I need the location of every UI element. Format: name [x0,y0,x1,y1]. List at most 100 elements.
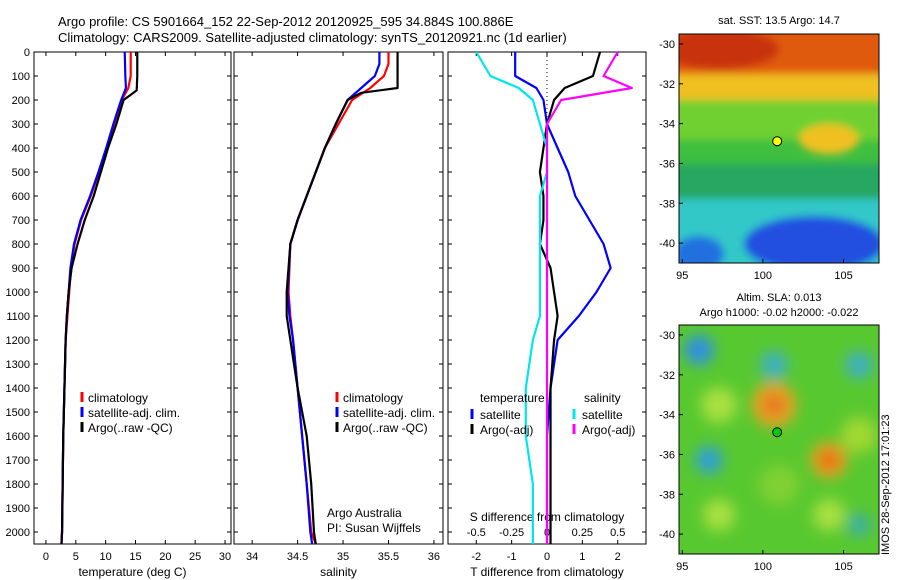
y-tick-label: 200 [12,95,30,107]
y-tick-label: 700 [12,215,30,227]
y-tick-label: -38 [659,489,675,501]
x-axis-label: salinity [320,565,357,579]
sla-blob [703,499,735,531]
series-line-2 [60,52,139,545]
x-tick-label: 30 [219,551,231,563]
x-tick-label: 1 [579,551,585,563]
y-tick-label: -40 [659,529,675,541]
x-tick-label: 25 [189,551,201,563]
y-tick-label: 1300 [6,359,30,371]
legend-label: climatology [343,391,403,405]
sla-blob [847,513,871,537]
legend-label: satellite [582,408,623,422]
x-tick-label: -2 [471,551,481,563]
series-line-2 [285,52,399,545]
legend-label: Argo(-adj) [582,423,635,437]
argo-position-marker [772,427,783,438]
sla-map: 95 100 105 -30 -32 -34 -36 -38 -40 Altim. SLA: 0.… [659,292,880,573]
sla-blob [845,351,873,379]
legend-temperature-heading: temperature [480,391,545,405]
x-tick-label: 10 [100,551,112,563]
y-tick-label: 800 [12,239,30,251]
plot-frame [33,51,232,545]
series-line-2 [475,51,549,544]
y-tick-label: 1700 [6,455,30,467]
salinity-diff-tick-label: -0.25 [499,527,524,539]
map-image [679,34,879,263]
legend-label: Argo(-adj) [480,423,533,437]
x-axis-label: temperature (deg C) [78,565,186,579]
x-tick-label: 100 [754,561,772,573]
y-tick-label: 0 [24,47,30,59]
legend-label: Argo(..raw -QC) [88,421,173,435]
sla-blob [759,465,799,505]
annotation-line-2: PI: Susan Wijffels [327,521,421,535]
y-tick-label: 1600 [6,431,30,443]
y-tick-label: 500 [12,167,30,179]
y-tick-label: 1500 [6,407,30,419]
y-tick-label: 2000 [6,527,30,539]
y-tick-label: 1000 [6,287,30,299]
sla-blob [820,451,838,469]
y-tick-label: 300 [12,119,30,131]
y-tick-label: -40 [659,238,675,250]
difference-panel: -2 -1 0 1 2 T difference from climatology -0.5… [447,51,647,579]
sla-field [684,335,877,537]
series-line-3 [545,51,633,544]
sla-blob [764,395,784,415]
y-tick-label: -32 [659,370,675,382]
x-tick-label: 35.5 [378,551,399,563]
salinity-diff-tick-label: -0.5 [467,527,486,539]
sst-cold-blob [744,216,879,263]
temperature-panel: 0100200300400500600700800900100011001200… [6,47,232,579]
y-tick-label: 400 [12,143,30,155]
map-frame [678,33,880,264]
x-tick-label: 35 [337,551,349,563]
annotation-line-1: Argo Australia [327,506,402,520]
y-tick-label: -30 [659,330,675,342]
argo-position-marker [772,136,783,147]
x-tick-label: 105 [834,561,852,573]
x-tick-label: 34.5 [287,551,308,563]
salinity-diff-tick-label: 0.5 [610,527,625,539]
y-tick-label: -30 [659,39,675,51]
y-tick-label: 100 [12,71,30,83]
sla-blob [760,351,788,379]
map-title-line-2: Argo h1000: -0.02 h2000: -0.022 [699,307,858,319]
x-tick-label: 95 [676,270,688,282]
title-line-2: Climatology: CARS2009. Satellite-adjuste… [58,30,567,45]
y-tick-label: 1900 [6,503,30,515]
y-tick-label: -34 [659,410,675,422]
y-tick-label: 1100 [6,311,30,323]
plot-frame [233,51,444,545]
map-title: sat. SST: 13.5 Argo: 14.7 [718,15,840,27]
y-tick-label: 1400 [6,383,30,395]
x-tick-label: 105 [834,270,852,282]
y-tick-label: -36 [659,449,675,461]
x-tick-label: 34 [246,551,258,563]
x-tick-label: 15 [129,551,141,563]
legend-label: climatology [88,391,148,405]
x-tick-label: 2 [615,551,621,563]
y-tick-label: -38 [659,198,675,210]
map-frame [678,324,880,555]
sla-blob [841,417,877,453]
y-tick-label: -36 [659,158,675,170]
x-tick-label: 36 [428,551,440,563]
y-tick-label: -32 [659,79,675,91]
sla-blob [695,446,723,474]
x-tick-label: 95 [676,561,688,573]
sst-hot-blob [679,34,779,69]
sst-field [679,34,879,263]
legend-label: satellite [480,408,521,422]
x-tick-label: 0 [43,551,49,563]
x-tick-label: 100 [754,270,772,282]
x-tick-label: 0 [544,551,550,563]
sst-cold-blob [679,236,724,263]
title-line-1: Argo profile: CS 5901664_152 22-Sep-2012… [58,14,514,29]
map-title-line-1: Altim. SLA: 0.013 [737,292,822,304]
x-axis-label: T difference from climatology [470,565,624,579]
map-image [679,325,879,554]
sla-blob [813,499,845,531]
